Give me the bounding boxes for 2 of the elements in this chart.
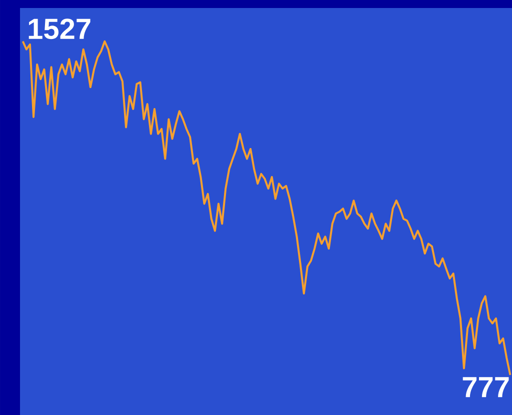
- data-label: 777: [462, 377, 509, 398]
- data-label: 1527: [28, 18, 90, 40]
